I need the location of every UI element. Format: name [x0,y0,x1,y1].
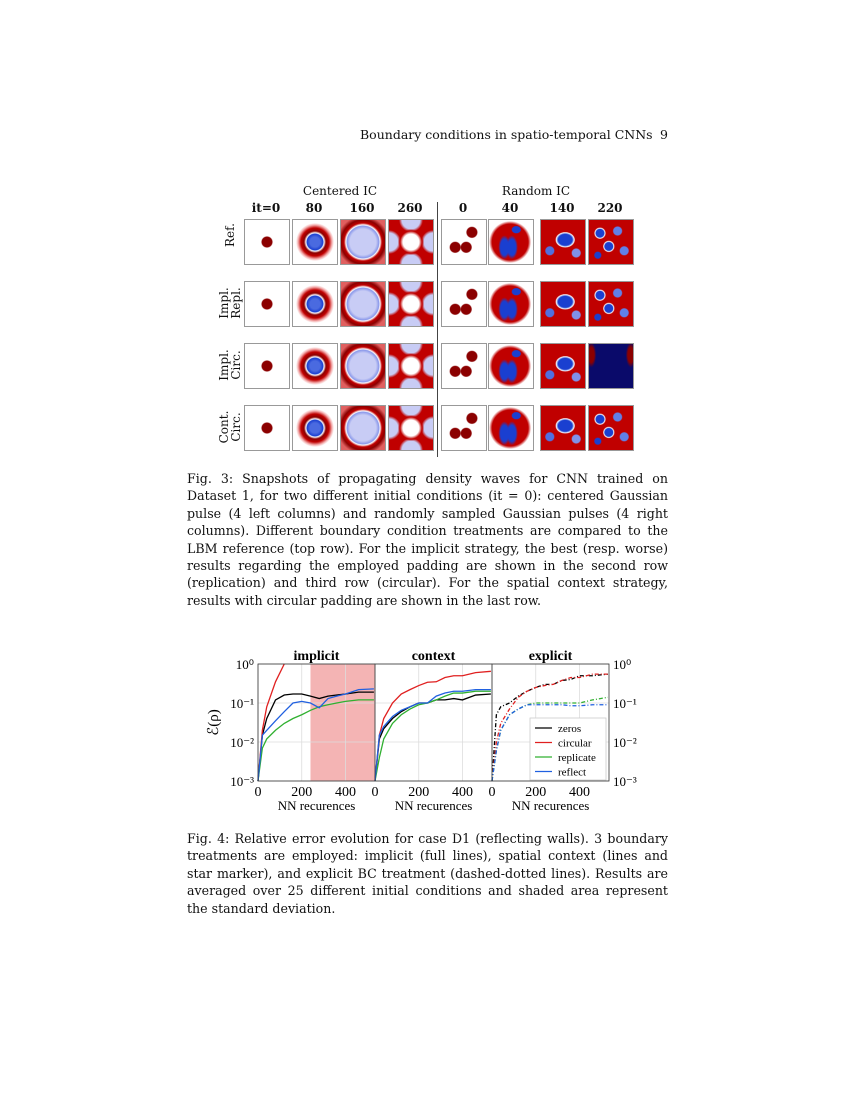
figure-3-caption: Fig. 3: Snapshots of propagating density… [187,471,668,608]
running-title: Boundary conditions in spatio-temporal C… [360,127,653,142]
density-snapshot [588,405,634,451]
series-line-replicate [257,699,374,782]
x-tick-label: 200 [408,785,429,800]
density-snapshot [292,405,338,451]
figure-4-caption: Fig. 4: Relative error evolution for cas… [187,831,668,916]
density-snapshot [588,219,634,265]
column-label: 260 [397,201,423,215]
density-snapshot [244,281,290,327]
x-tick-label: 200 [525,785,546,800]
x-tick-label: 0 [255,785,262,800]
legend-label: reflect [558,767,586,779]
group-label-centered: Centered IC [302,184,378,198]
row-label: Impl. Repl. [217,273,243,333]
density-snapshot [588,343,634,389]
y-tick-label: 10⁰ [236,657,254,672]
panel-title: explicit [529,649,573,664]
density-snapshot [244,343,290,389]
density-snapshot [388,219,434,265]
row-label-line: Repl. [229,287,243,319]
series-line-zeros [374,693,491,782]
row-label: Impl. Circ. [217,335,243,395]
y-tick-label-right: 10⁰ [613,657,631,672]
column-label: 220 [597,201,623,215]
series-line-reflect [491,704,608,782]
y-tick-label: 10⁻¹ [230,696,254,711]
x-tick-label: 0 [372,785,379,800]
column-label: 0 [458,201,468,215]
group-label-random: Random IC [501,184,571,198]
column-label: it=0 [251,201,281,215]
density-snapshot [441,219,487,265]
row-label: Cont. Circ. [217,397,243,457]
column-divider [437,202,438,457]
y-tick-label-right: 10⁻¹ [613,696,637,711]
row-label-line: Ref. [223,223,237,247]
density-snapshot [340,343,386,389]
density-snapshot [292,281,338,327]
x-tick-label: 400 [335,785,356,800]
y-tick-label-right: 10⁻² [613,735,637,750]
row-label-line: Circ. [229,412,243,442]
panel-title: implicit [294,649,340,664]
legend-label: circular [558,738,592,750]
column-label: 160 [349,201,375,215]
density-snapshot [588,281,634,327]
y-tick-label: 10⁻³ [230,774,254,789]
series-line-circular [374,670,491,782]
x-tick-label: 0 [489,785,496,800]
density-snapshot [292,219,338,265]
x-axis-label: NN recurences [512,798,590,813]
legend-label: zeros [558,723,581,735]
density-snapshot [244,405,290,451]
plot-frame [491,663,610,782]
density-snapshot [340,281,386,327]
row-label: Ref. [223,205,237,265]
series-line-circular [491,673,608,782]
page-number: 9 [660,127,668,142]
density-snapshot [488,405,534,451]
series-line-reflect [257,688,374,782]
density-snapshot [540,405,586,451]
column-label: 80 [305,201,323,215]
density-snapshot [540,281,586,327]
density-snapshot [488,281,534,327]
series-line-circular [257,663,285,782]
x-tick-label: 400 [452,785,473,800]
row-label-line: Circ. [229,350,243,380]
x-axis-label: NN recurences [278,798,356,813]
series-line-replicate [374,690,491,782]
density-snapshot [388,281,434,327]
density-snapshot [488,219,534,265]
y-tick-label-right: 10⁻³ [613,774,637,789]
x-axis-label: NN recurences [395,798,473,813]
x-tick-label: 200 [291,785,312,800]
density-snapshot [488,343,534,389]
density-snapshot [292,343,338,389]
density-snapshot [388,405,434,451]
x-tick-label: 400 [569,785,590,800]
column-label: 140 [549,201,575,215]
series-line-reflect [374,688,491,782]
column-label: 40 [501,201,519,215]
density-snapshot [441,281,487,327]
density-snapshot [540,219,586,265]
density-snapshot [340,219,386,265]
y-tick-label: 10⁻² [230,735,254,750]
density-snapshot [244,219,290,265]
density-snapshot [540,343,586,389]
panel-title: context [412,649,456,664]
shaded-region [310,664,375,781]
density-snapshot [441,343,487,389]
density-snapshot [340,405,386,451]
density-snapshot [388,343,434,389]
density-snapshot [441,405,487,451]
legend-label: replicate [558,752,596,764]
y-axis-label: ℰ(ρ) [206,709,222,736]
